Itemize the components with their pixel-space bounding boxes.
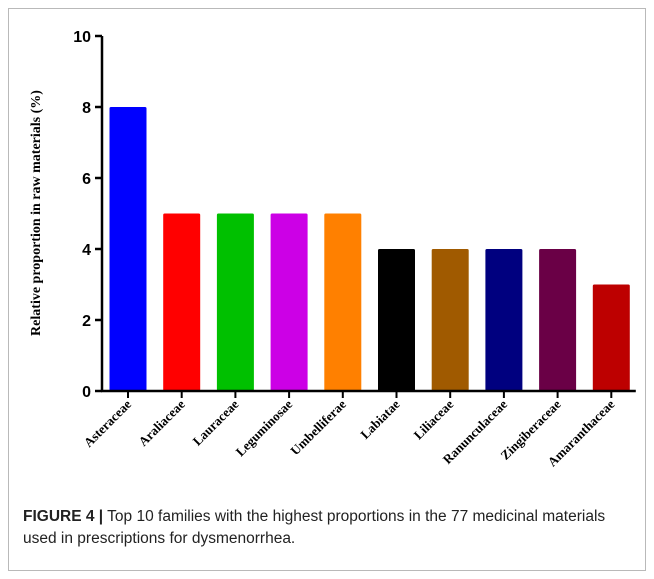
x-tick-label-lauraceae: Lauraceae xyxy=(190,396,242,448)
bar-leguminosae xyxy=(270,213,308,391)
y-axis-title: Relative proportion in raw materials (%) xyxy=(29,90,44,336)
bar-liliaceae xyxy=(431,249,469,391)
bar-asteraceae xyxy=(109,107,147,391)
bar-zingiberaceae xyxy=(539,249,577,391)
figure-caption: FIGURE 4 | Top 10 families with the high… xyxy=(23,506,643,550)
bars-group xyxy=(109,107,630,391)
x-axis: Asteraceae Araliaceae LauraceaeLeguminosae… xyxy=(81,389,636,469)
bar-lauraceae xyxy=(216,213,254,391)
x-tick-label-umbelliferae: Umbelliferae xyxy=(287,396,349,458)
x-tick-label-asteraceae: Asteraceae xyxy=(81,396,135,450)
bar-amaranthaceae xyxy=(592,284,630,391)
y-tick-label: 0 xyxy=(82,384,91,401)
bar-umbelliferae xyxy=(324,213,362,391)
bar-ranunculaceae xyxy=(485,249,523,391)
y-tick-label: 10 xyxy=(73,29,91,46)
x-tick-label-araliaceae: Araliaceae xyxy=(135,396,188,449)
y-tick-label: 4 xyxy=(82,242,91,259)
y-tick-label: 2 xyxy=(82,313,91,330)
x-tick-label-liliaceae: Liliaceae xyxy=(410,396,456,442)
figure-label: FIGURE 4 | xyxy=(23,508,104,525)
y-tick-label: 6 xyxy=(82,171,91,188)
x-tick-label-labiatae: Labiatae xyxy=(357,396,402,441)
caption-text: Top 10 families with the highest proport… xyxy=(23,508,606,547)
bar-chart: 0 2 4 6 8 10 Asteraceae Araliaceae LauraceaeLeg… xyxy=(29,29,636,469)
bar-labiatae xyxy=(378,249,415,391)
bar-araliaceae xyxy=(163,213,201,391)
figure-frame: 0 2 4 6 8 10 Asteraceae Araliaceae Lauraceae Leg… xyxy=(8,8,646,571)
x-tick-label-leguminosae: Leguminosae xyxy=(233,396,296,459)
y-axis: 0 2 4 6 8 10 xyxy=(73,29,104,401)
y-tick-label: 8 xyxy=(82,100,91,117)
